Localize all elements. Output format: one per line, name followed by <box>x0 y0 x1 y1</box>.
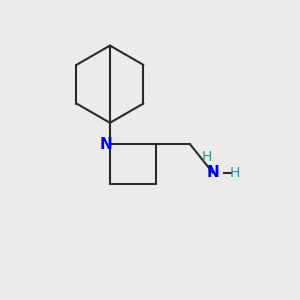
Text: H: H <box>229 166 240 180</box>
Text: N: N <box>207 165 219 180</box>
Text: H: H <box>202 150 212 164</box>
Text: N: N <box>99 137 112 152</box>
